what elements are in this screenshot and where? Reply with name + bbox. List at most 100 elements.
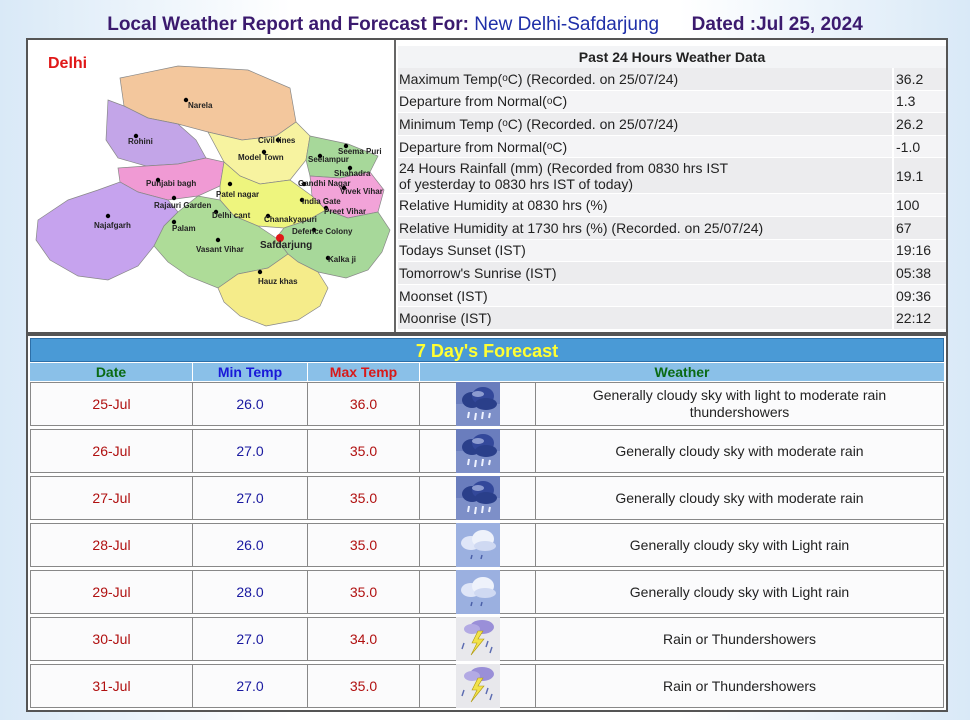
delhi-district-map: Delhi Narela Rohini <box>35 55 391 327</box>
forecast-row: 28-Jul 26.0 35.0 Generally cloudy sky with … <box>30 523 944 567</box>
forecast-date: 31-Jul <box>31 665 193 707</box>
forecast-min-temp: 27.0 <box>193 618 308 660</box>
forecast-weather-text: Rain or Thundershowers <box>662 677 817 694</box>
col-header-min-temp: Min Temp <box>193 363 308 381</box>
forecast-row: 31-Jul 27.0 35.0 Rain or Thundershowers <box>30 664 944 708</box>
forecast-row: 29-Jul 28.0 35.0 Generally cloudy sky with … <box>30 570 944 614</box>
map-label-civil-lines: Civil lines <box>258 136 296 145</box>
forecast-max-temp: 35.0 <box>308 430 420 472</box>
map-label-narela: Narela <box>188 101 213 110</box>
forecast-min-temp: 26.0 <box>193 383 308 425</box>
forecast-min-temp: 27.0 <box>193 477 308 519</box>
forecast-date: 30-Jul <box>31 618 193 660</box>
map-label-kalka-ji: Kalka ji <box>328 255 356 264</box>
map-label-hauz-khas: Hauz khas <box>258 277 298 286</box>
forecast-rows: 25-Jul 26.0 36.0 Generally cloudy sky with … <box>30 382 944 711</box>
humidity-1730-value: 67 <box>892 216 946 239</box>
forecast-max-temp: 35.0 <box>308 524 420 566</box>
rainfall-value: 19.1 <box>892 158 946 194</box>
col-header-date: Date <box>30 363 193 381</box>
map-label-shahadra: Shahadra <box>334 169 371 178</box>
data-row-moonrise: Moonrise (IST) 22:12 <box>398 307 946 330</box>
light-rain-cloud-icon <box>420 570 536 614</box>
forecast-max-temp: 34.0 <box>308 618 420 660</box>
map-label-palam: Palam <box>172 224 196 233</box>
district-southwest <box>35 181 179 281</box>
forecast-weather-text: Generally cloudy sky with moderate rain <box>615 489 864 506</box>
map-label-vivek-vihar: Vivek Vihar <box>340 187 383 196</box>
map-label-seema-puri: Seema Puri <box>338 147 382 156</box>
forecast-weather-text: Generally cloudy sky with moderate rain <box>615 442 864 459</box>
data-row-min-departure: Departure from Normal(o C) -1.0 <box>398 135 946 159</box>
map-label-najafgarh: Najafgarh <box>94 221 131 230</box>
thunderstorm-icon <box>420 617 536 661</box>
forecast-max-temp: 36.0 <box>308 383 420 425</box>
station-name: New Delhi-Safdarjung <box>474 14 660 35</box>
map-label-chanakyapuri: Chanakyapuri <box>264 215 317 224</box>
max-departure-value: 1.3 <box>892 90 946 113</box>
forecast-weather-text: Rain or Thundershowers <box>662 630 817 647</box>
forecast-weather-text: Generally cloudy sky with Light rain <box>629 536 850 553</box>
forecast-date: 28-Jul <box>31 524 193 566</box>
map-label-gandhi-nagar: Gandhi Nagar <box>298 179 350 188</box>
past-24h-table: Maximum Temp(o C) (Recorded. on 25/07/24)… <box>398 68 946 330</box>
col-header-max-temp: Max Temp <box>308 363 420 381</box>
min-departure-value: -1.0 <box>892 135 946 158</box>
map-label-rajauri-garden: Rajauri Garden <box>154 201 211 210</box>
sunrise-value: 05:38 <box>892 262 946 284</box>
thunderstorm-icon <box>420 664 536 708</box>
min-temp-value: 26.2 <box>892 113 946 135</box>
map-label-preet-vihar: Preet Vihar <box>324 207 366 216</box>
data-row-humidity-0830: Relative Humidity at 0830 hrs (%) 100 <box>398 194 946 217</box>
data-row-max-departure: Departure from Normal(o C) 1.3 <box>398 90 946 114</box>
forecast-max-temp: 35.0 <box>308 477 420 519</box>
forecast-min-temp: 27.0 <box>193 665 308 707</box>
title-prefix: Local Weather Report and Forecast For: <box>107 14 469 35</box>
moonset-value: 09:36 <box>892 284 946 307</box>
forecast-date: 26-Jul <box>31 430 193 472</box>
col-header-weather: Weather <box>654 364 710 380</box>
data-row-sunset: Todays Sunset (IST) 19:16 <box>398 239 946 263</box>
moonrise-value: 22:12 <box>892 307 946 329</box>
data-row-moonset: Moonset (IST) 09:36 <box>398 284 946 308</box>
map-label-model-town: Model Town <box>238 153 284 162</box>
report-date: Dated :Jul 25, 2024 <box>691 14 863 35</box>
forecast-header-row: Date Min Temp Max Temp Weather <box>30 363 944 381</box>
forecast-date: 25-Jul <box>31 383 193 425</box>
map-label-safdarjung: Safdarjung <box>260 240 312 251</box>
humidity-0830-value: 100 <box>892 194 946 216</box>
heavy-rain-cloud-icon <box>420 429 536 473</box>
page-title: Local Weather Report and Forecast For: N… <box>0 14 970 38</box>
delhi-map: Delhi Narela Rohini <box>28 40 396 332</box>
top-panel: Delhi Narela Rohini <box>26 38 948 334</box>
forecast-min-temp: 26.0 <box>193 524 308 566</box>
past-24h-panel: Past 24 Hours Weather Data Maximum Temp(… <box>398 40 946 332</box>
data-row-rainfall: 24 Hours Rainfall (mm) (Recorded from 08… <box>398 158 946 195</box>
heavy-rain-cloud-icon <box>420 382 536 426</box>
map-label-seelampur: Seelampur <box>308 155 349 164</box>
forecast-min-temp: 28.0 <box>193 571 308 613</box>
max-temp-value: 36.2 <box>892 68 946 90</box>
forecast-heading: 7 Day's Forecast <box>30 338 944 362</box>
map-label-punjabi-bagh: Punjabi bagh <box>146 179 196 188</box>
map-label-vasant-vihar: Vasant Vihar <box>196 245 244 254</box>
map-label-defence-colony: Defence Colony <box>292 227 353 236</box>
sunset-value: 19:16 <box>892 239 946 262</box>
data-row-max-temp: Maximum Temp(o C) (Recorded. on 25/07/24)… <box>398 68 946 91</box>
forecast-panel: 7 Day's Forecast Date Min Temp Max Temp … <box>26 334 948 712</box>
heavy-rain-cloud-icon <box>420 476 536 520</box>
data-row-sunrise: Tomorrow's Sunrise (IST) 05:38 <box>398 262 946 285</box>
forecast-max-temp: 35.0 <box>308 665 420 707</box>
data-row-min-temp: Minimum Temp (o C) (Recorded. on 25/07/24… <box>398 113 946 136</box>
forecast-weather-text: Generally cloudy sky with light to moder… <box>592 387 887 420</box>
map-title: Delhi <box>48 55 87 72</box>
forecast-row: 27-Jul 27.0 35.0 Generally cloudy sky with … <box>30 476 944 520</box>
forecast-date: 27-Jul <box>31 477 193 519</box>
light-rain-cloud-icon <box>420 523 536 567</box>
data-row-humidity-1730: Relative Humidity at 1730 hrs (%) (Recor… <box>398 216 946 240</box>
forecast-min-temp: 27.0 <box>193 430 308 472</box>
forecast-max-temp: 35.0 <box>308 571 420 613</box>
forecast-row: 30-Jul 27.0 34.0 Rain or Thundershowers <box>30 617 944 661</box>
forecast-weather-text: Generally cloudy sky with Light rain <box>629 583 850 600</box>
map-label-delhi-cant: Delhi cant <box>212 211 251 220</box>
